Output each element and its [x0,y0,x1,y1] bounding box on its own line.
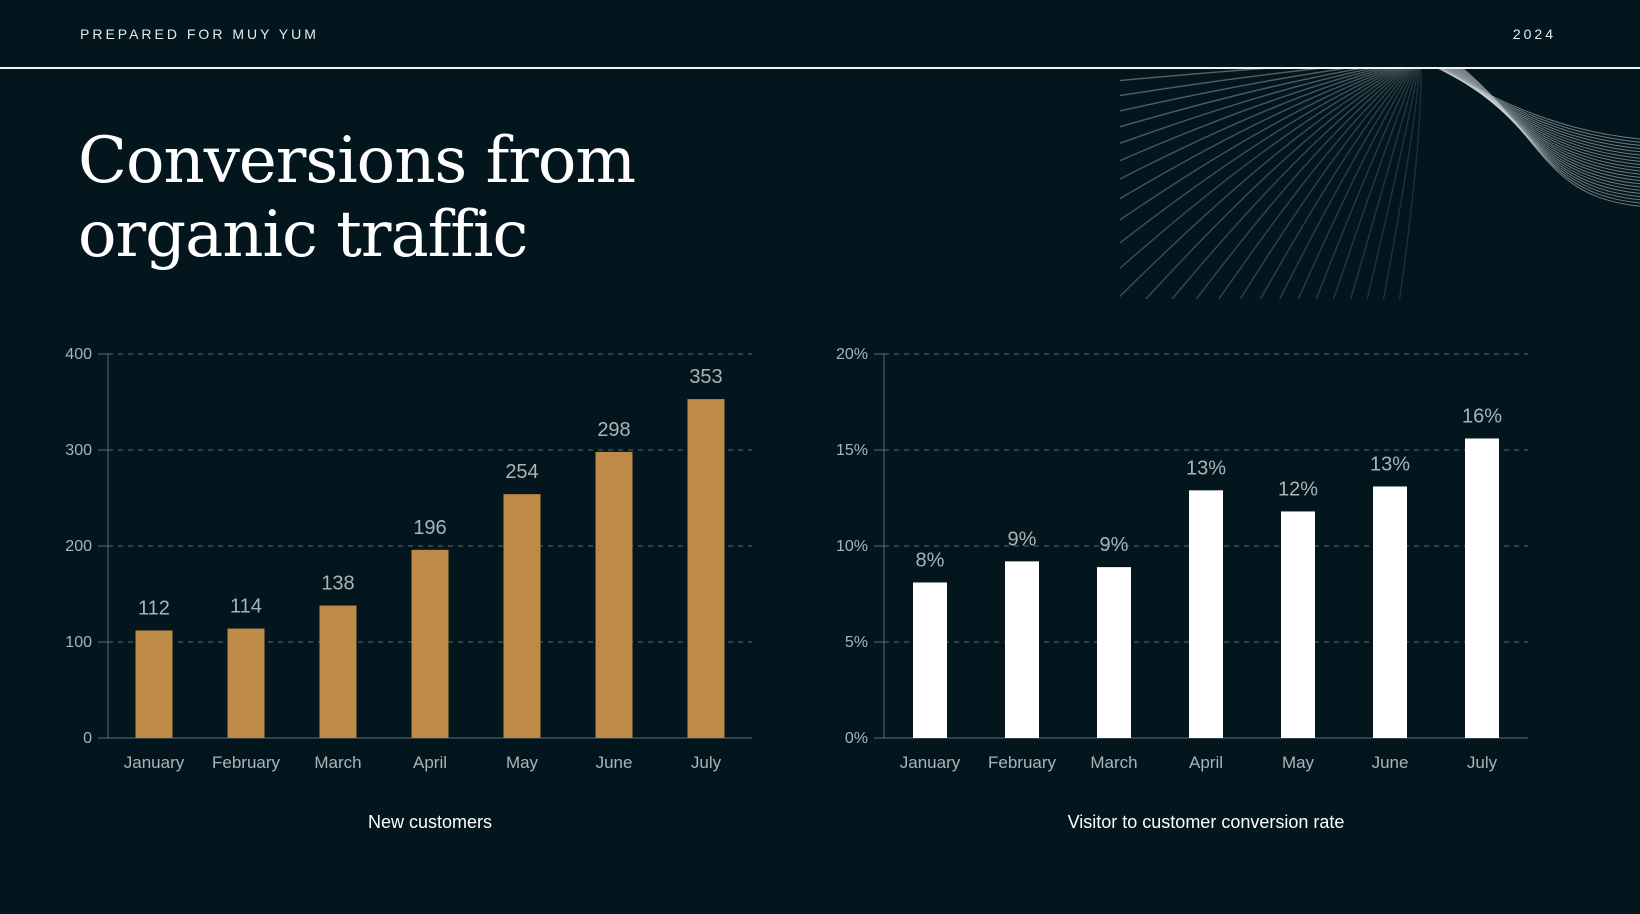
new-customers-data-label: 254 [505,461,538,483]
conversion-ytick-label: 0% [845,730,868,747]
conversion-bar-april [1189,490,1223,738]
decorative-wave-line [1462,69,1640,207]
decorative-wave-line [1366,69,1419,299]
conversion-bar-march [1097,567,1131,738]
year-label: 2024 [1512,26,1556,42]
decorative-wave-line [1120,69,1372,145]
decorative-wave-line [1120,69,1320,97]
decorative-wave-line [1120,69,1399,270]
conversion-bar-february [1005,561,1039,738]
new-customers-ytick-label: 0 [83,730,92,747]
new-customers-ytick-label: 200 [65,538,92,555]
decorative-wave-line [1171,69,1406,299]
conversion-rate-chart-svg: 0% 5% 10% 15% 20% 8% January 9% February 9% March 1… [836,346,1528,772]
decorative-wave-line [1120,69,1379,162]
page-title: Conversions from organic traffic [78,124,636,272]
conversion-category-label: March [1090,753,1137,772]
decorative-wave-line [1120,69,1362,128]
new-customers-bar-april [411,549,449,738]
new-customers-bar-january [135,630,173,738]
decorative-wave-line [1332,69,1417,299]
decorative-wave-line [1447,69,1640,169]
header-divider [0,67,1640,69]
conversion-data-label: 8% [916,549,945,571]
decorative-wave-line [1460,69,1640,201]
new-customers-bar-february [227,628,265,738]
new-customers-category-label: May [506,753,539,772]
conversion-ytick-label: 15% [836,442,868,459]
new-customers-category-label: January [124,753,185,772]
new-customers-data-label: 138 [321,573,354,595]
decorative-wave-line [1297,69,1415,299]
new-customers-bar-july [687,399,725,738]
new-customers-chart-svg: 0 100 200 300 400 112 January 114 February 138 Mar… [65,346,752,772]
conversion-bar-june [1373,486,1407,738]
decorative-wave-line [1454,69,1640,188]
decorative-wave-line [1398,69,1422,299]
decorative-wave-line [1382,69,1421,299]
conversion-bar-july [1465,438,1499,738]
new-customers-bar-may [503,494,541,738]
new-customers-chart: 0 100 200 300 400 112 January 114 February 138 Mar… [40,330,820,850]
conversion-ytick-label: 20% [836,346,868,363]
conversion-data-label: 12% [1278,478,1318,500]
new-customers-data-label: 298 [597,419,630,441]
new-customers-ytick-label: 100 [65,634,92,651]
decorative-wave-line [1458,69,1640,198]
new-customers-data-label: 196 [413,517,446,539]
new-customers-data-label: 353 [689,366,722,388]
conversion-rate-caption: Visitor to customer conversion rate [1067,812,1345,832]
new-customers-data-label: 114 [230,596,262,618]
new-customers-category-label: March [314,753,361,772]
decorative-wave-line [1279,69,1413,299]
decorative-wave-line [1457,69,1640,194]
decorative-wave-line [1120,69,1397,244]
decorative-wave-line [1120,69,1346,112]
decorative-wave-line [1120,69,1402,298]
conversion-data-label: 9% [1100,534,1129,556]
decorative-wave-line [1145,69,1404,299]
conversion-data-label: 13% [1370,453,1410,475]
decorative-wave-line [1120,69,1266,82]
conversion-category-label: May [1282,753,1315,772]
conversion-category-label: July [1467,753,1498,772]
conversion-data-label: 13% [1186,457,1226,479]
decorative-wave-line [1259,69,1412,299]
new-customers-data-label: 112 [138,597,170,619]
conversion-category-label: February [988,753,1057,772]
decorative-wave-lines [1120,69,1640,299]
conversion-data-label: 9% [1008,528,1037,550]
decorative-wave-line [1461,69,1640,204]
conversion-category-label: January [900,753,961,772]
conversion-bar-january [913,582,947,738]
decorative-wave-line [1120,69,1390,200]
new-customers-category-label: July [691,753,722,772]
new-customers-category-label: June [596,753,633,772]
new-customers-ytick-label: 400 [65,346,92,363]
decorative-wave-line [1218,69,1409,299]
new-customers-category-label: February [212,753,281,772]
conversion-rate-chart: 0% 5% 10% 15% 20% 8% January 9% February 9% March 1… [816,330,1596,850]
decorative-wave-line [1453,69,1640,185]
conversion-ytick-label: 10% [836,538,868,555]
decorative-wave-line [1239,69,1411,299]
decorative-wave-line [1349,69,1418,299]
decorative-wave-line [1456,69,1640,191]
decorative-wave-line [1315,69,1416,299]
prepared-for-label: PREPARED FOR MUY YUM [80,26,319,42]
conversion-category-label: April [1189,753,1223,772]
decorative-wave-line [1195,69,1408,299]
new-customers-category-label: April [413,753,447,772]
decorative-wave-line [1120,69,1393,221]
new-customers-bar-march [319,605,357,738]
conversion-ytick-label: 5% [845,634,868,651]
new-customers-bar-june [595,451,633,738]
conversion-bar-may [1281,511,1315,738]
conversion-data-label: 16% [1462,405,1502,427]
new-customers-caption: New customers [367,812,493,832]
new-customers-ytick-label: 300 [65,442,92,459]
decorative-wave-line [1120,69,1385,180]
conversion-category-label: June [1372,753,1409,772]
